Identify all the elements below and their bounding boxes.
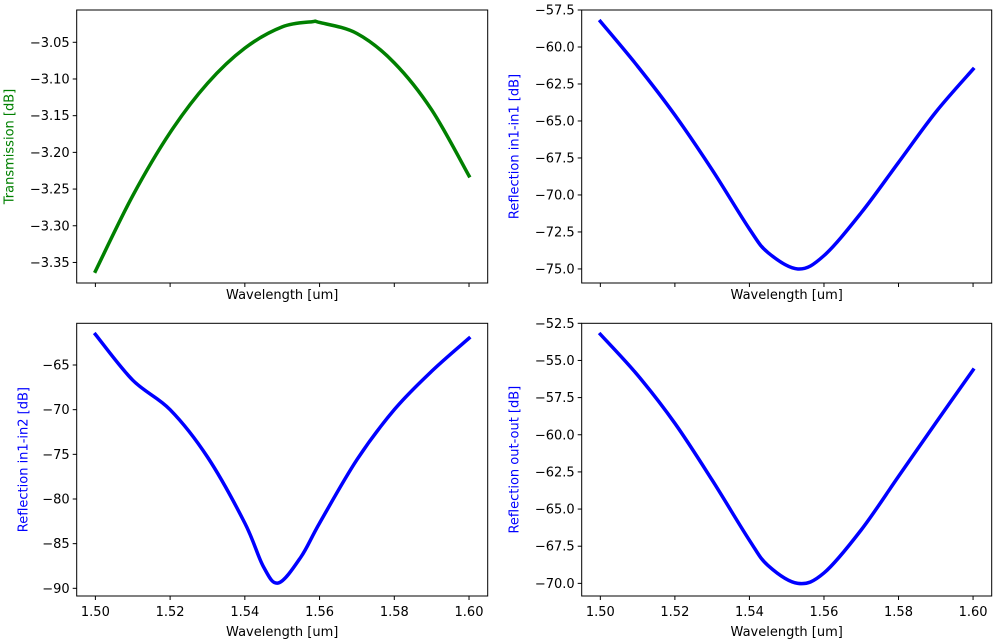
y-axis-label: Transmission [dB]: [3, 89, 18, 205]
y-tick-label: −75.0: [535, 262, 575, 277]
x-axis-label: Wavelength [um]: [226, 288, 338, 303]
x-tick-label: 1.60: [959, 605, 988, 620]
subplot-3: 1.50 1.52 1.54 1.56 1.58 1.60 −90 −85 −80 −75 −70 −…: [17, 322, 489, 640]
subplot-1: −3.35 −3.30 −3.25 −3.20 −3.15 −3.10 −3.05 Wavel…: [3, 9, 489, 303]
y-tick-label: −3.15: [30, 109, 70, 124]
y-tick-label: −3.35: [30, 256, 70, 271]
x-tick-label: 1.54: [230, 605, 259, 620]
x-tick-label: 1.56: [809, 605, 838, 620]
y-axis-label: Reflection in1-in1 [dB]: [508, 74, 523, 219]
data-line: [92, 331, 472, 585]
y-tick-label: −3.20: [30, 146, 70, 161]
y-axis-label: Reflection out-out [dB]: [508, 386, 523, 534]
y-tick-label: −80: [42, 492, 69, 507]
y-tick-label: −65: [42, 359, 69, 374]
x-tick-label: 1.52: [660, 605, 689, 620]
y-tick-label: −60.0: [535, 428, 575, 443]
x-tick-label: 1.58: [884, 605, 913, 620]
y-tick-label: −3.25: [30, 183, 70, 198]
y-tick-label: −70.0: [535, 577, 575, 592]
y-tick-label: −60.0: [535, 40, 575, 55]
x-axis-label: Wavelength [um]: [226, 625, 338, 640]
x-tick-label: 1.52: [156, 605, 185, 620]
y-tick-label: −57.5: [535, 391, 575, 406]
x-axis-label: Wavelength [um]: [731, 288, 843, 303]
x-tick-label: 1.54: [735, 605, 764, 620]
y-axis-label: Reflection in1-in2 [dB]: [17, 387, 32, 532]
y-tick-label: −3.10: [30, 72, 70, 87]
axes-frame: [76, 322, 489, 597]
data-line: [93, 19, 472, 274]
x-axis-label: Wavelength [um]: [731, 625, 843, 640]
x-tick-label: 1.50: [586, 605, 615, 620]
y-tick-label: −52.5: [535, 317, 575, 332]
y-tick-label: −70: [42, 403, 69, 418]
axes-frame: [581, 322, 993, 597]
y-tick-label: −3.05: [30, 36, 70, 51]
x-tick-label: 1.50: [81, 605, 110, 620]
subplot-2: −75.0 −72.5 −70.0 −67.5 −65.0 −62.5 −60.0 −57.5…: [508, 4, 993, 303]
y-tick-label: −72.5: [535, 225, 575, 240]
axes-frame: [76, 9, 489, 284]
y-tick-label: −67.5: [535, 151, 575, 166]
y-tick-label: −55.0: [535, 354, 575, 369]
y-tick-label: −62.5: [535, 465, 575, 480]
y-tick-label: −65.0: [535, 503, 575, 518]
y-tick-label: −3.30: [30, 219, 70, 234]
subplot-4: 1.50 1.52 1.54 1.56 1.58 1.60 −70.0 −67.5 −65.0 −…: [508, 317, 993, 640]
x-tick-label: 1.60: [455, 605, 484, 620]
x-tick-label: 1.58: [380, 605, 409, 620]
y-tick-label: −67.5: [535, 540, 575, 555]
y-tick-label: −62.5: [535, 77, 575, 92]
x-tick-label: 1.56: [305, 605, 334, 620]
y-tick-label: −70.0: [535, 188, 575, 203]
data-line: [597, 18, 976, 271]
data-line: [597, 331, 976, 586]
y-tick-label: −65.0: [535, 114, 575, 129]
axes-frame: [581, 9, 993, 284]
y-tick-label: −90: [42, 582, 69, 597]
y-tick-label: −85: [42, 537, 69, 552]
y-tick-label: −57.5: [535, 4, 575, 19]
y-tick-label: −75: [42, 448, 69, 463]
